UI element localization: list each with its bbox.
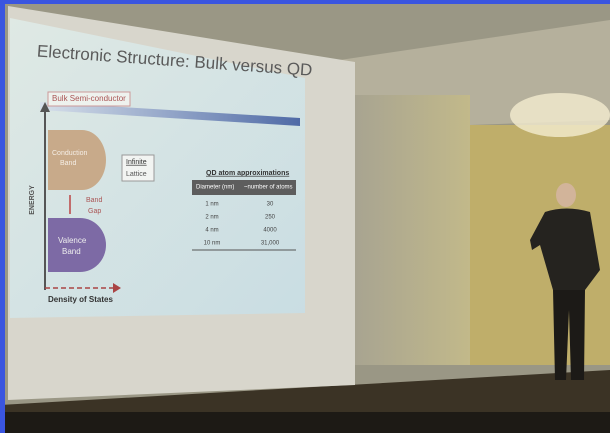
lattice-label: Lattice [126,171,147,178]
table-header-cell: Diameter (nm) [196,185,234,191]
table-cell: 1 nm [205,202,218,208]
table-cell: 31,000 [261,241,280,247]
seats [0,412,610,433]
band-label: Band [62,247,81,256]
gap-label: Band [86,197,102,204]
side-wall [355,95,470,365]
y-axis-label: ENERGY [29,185,36,215]
band-label: Valence [58,236,87,245]
band-label: Band [60,160,76,167]
band-label: Conduction [52,150,88,157]
border-left [0,0,5,433]
diagram-heading: Bulk Semi-conductor [52,94,126,103]
border-top [0,0,610,4]
head [556,183,576,207]
conduction-band [48,130,106,190]
light [510,93,610,137]
table-cell: 4000 [263,228,277,234]
table-cell: 4 nm [205,228,218,234]
gap-label: Gap [88,208,101,215]
table-cell: 10 nm [204,241,221,247]
table-cell: 30 [267,202,274,208]
photo: Electronic Structure: Bulk versus QD Bul… [0,0,610,433]
table-title: QD atom approximations [206,170,289,177]
table-header-cell: ~number of atoms [244,185,293,191]
table-cell: 2 nm [205,215,218,221]
x-axis-label: Density of States [48,295,113,304]
table-cell: 250 [265,215,276,221]
lattice-label: Infinite [126,159,147,166]
